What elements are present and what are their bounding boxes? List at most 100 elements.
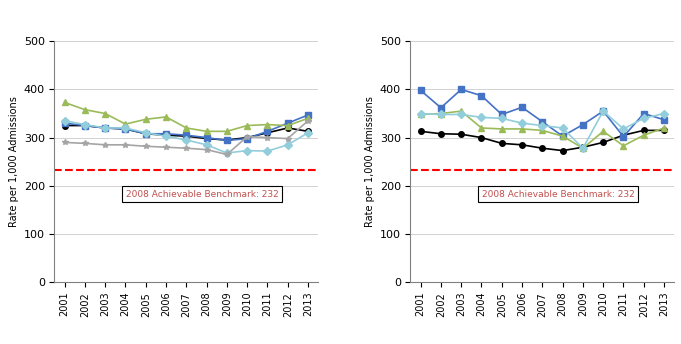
Total: [202, 137, 210, 141]
Total: [183, 134, 191, 138]
Private Insurance: [620, 133, 628, 137]
Medicare: [639, 111, 648, 116]
Line: Total: Total: [62, 123, 311, 143]
Black: [243, 123, 251, 128]
API: [223, 152, 231, 157]
Line: Hispanic: Hispanic: [62, 118, 311, 156]
API: [243, 135, 251, 139]
Black: [304, 116, 312, 120]
Line: Uninsured: Uninsured: [418, 108, 667, 151]
API: [183, 146, 191, 150]
Black: [202, 129, 210, 133]
API: [81, 141, 89, 146]
Text: 2008 Achievable Benchmark: 232: 2008 Achievable Benchmark: 232: [481, 190, 635, 199]
Uninsured: [639, 116, 648, 120]
Medicare: [599, 109, 607, 113]
Medicaid: [620, 144, 628, 148]
Private Insurance: [639, 128, 648, 132]
Uninsured: [538, 123, 546, 128]
API: [121, 143, 129, 147]
Black: [61, 100, 69, 105]
API: [284, 137, 292, 141]
Private Insurance: [518, 143, 526, 147]
Medicare: [437, 106, 445, 110]
Private Insurance: [538, 146, 546, 150]
Medicaid: [538, 128, 546, 132]
Total: [243, 136, 251, 140]
Total: [81, 123, 89, 128]
Uninsured: [417, 111, 425, 116]
Private Insurance: [558, 149, 567, 153]
Uninsured: [437, 112, 445, 117]
Black: [183, 126, 191, 130]
Black: [81, 108, 89, 112]
Uninsured: [477, 115, 486, 119]
Total: [142, 132, 150, 136]
Medicaid: [457, 109, 465, 113]
Medicaid: [639, 133, 648, 137]
Medicaid: [417, 112, 425, 117]
Hispanic: [284, 143, 292, 147]
Line: Private Insurance: Private Insurance: [418, 128, 667, 153]
Medicare: [518, 105, 526, 109]
Medicare: [477, 94, 486, 98]
Medicaid: [518, 127, 526, 131]
Medicare: [457, 87, 465, 92]
Medicare: [660, 118, 668, 122]
Total: [223, 138, 231, 142]
API: [264, 136, 272, 140]
Hispanic: [304, 131, 312, 135]
Uninsured: [599, 109, 607, 113]
Black: [223, 129, 231, 133]
Uninsured: [620, 127, 628, 131]
Line: Medicaid: Medicaid: [418, 108, 667, 151]
Total: [61, 123, 69, 128]
Medicaid: [558, 134, 567, 138]
Black: [264, 122, 272, 127]
Uninsured: [518, 121, 526, 125]
Hispanic: [162, 134, 170, 138]
Medicare: [558, 134, 567, 138]
Medicaid: [498, 127, 506, 131]
Medicare: [417, 88, 425, 93]
Black: [142, 117, 150, 121]
Line: API: API: [62, 118, 311, 157]
Medicaid: [437, 111, 445, 116]
Text: 2008 Achievable Benchmark: 232: 2008 Achievable Benchmark: 232: [126, 190, 279, 199]
Private Insurance: [477, 136, 486, 140]
Private Insurance: [437, 132, 445, 136]
Uninsured: [457, 112, 465, 117]
Private Insurance: [498, 141, 506, 146]
White: [284, 121, 292, 125]
Line: Medicare: Medicare: [418, 87, 667, 139]
White: [101, 126, 109, 130]
Total: [284, 126, 292, 130]
Y-axis label: Rate per 1,000 Admissions: Rate per 1,000 Admissions: [10, 96, 20, 227]
White: [81, 123, 89, 128]
White: [304, 113, 312, 117]
Medicare: [498, 112, 506, 117]
API: [304, 119, 312, 123]
Black: [162, 115, 170, 119]
Legend: Private Insurance, Medicare, Medicaid, Uninsured: Private Insurance, Medicare, Medicaid, U…: [402, 0, 590, 2]
Black: [101, 111, 109, 116]
Hispanic: [223, 151, 231, 155]
Uninsured: [498, 116, 506, 120]
Hispanic: [202, 143, 210, 147]
Medicaid: [599, 129, 607, 133]
Total: [162, 133, 170, 137]
White: [202, 136, 210, 140]
White: [142, 132, 150, 136]
Y-axis label: Rate per 1,000 Admissions: Rate per 1,000 Admissions: [366, 96, 375, 227]
Total: [101, 126, 109, 130]
Hispanic: [183, 138, 191, 142]
Uninsured: [558, 126, 567, 130]
Private Insurance: [457, 132, 465, 136]
Private Insurance: [579, 145, 587, 149]
White: [61, 121, 69, 125]
Hispanic: [61, 119, 69, 123]
Uninsured: [579, 146, 587, 150]
API: [202, 148, 210, 152]
API: [162, 145, 170, 149]
Hispanic: [243, 149, 251, 153]
